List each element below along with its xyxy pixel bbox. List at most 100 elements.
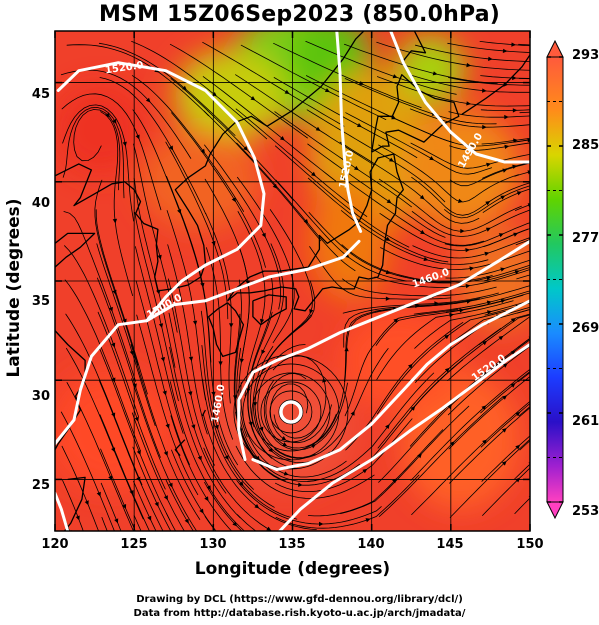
streamline-arrow — [112, 118, 117, 124]
streamline — [446, 292, 530, 313]
streamline — [409, 337, 530, 447]
streamline — [237, 211, 266, 397]
streamline-arrow — [129, 350, 134, 356]
streamline — [272, 355, 327, 439]
streamline — [206, 247, 233, 440]
streamline-arrow — [324, 88, 330, 93]
streamline — [240, 44, 387, 120]
streamline — [518, 372, 530, 382]
streamline — [345, 112, 492, 175]
streamline-arrow — [160, 357, 165, 362]
streamline-arrow — [358, 81, 364, 85]
streamline — [514, 497, 530, 514]
streamline — [519, 440, 530, 451]
streamline-arrow — [350, 410, 355, 416]
streamline — [265, 209, 313, 365]
streamline — [135, 280, 190, 466]
streamline-arrow — [482, 88, 487, 93]
streamline-arrow — [163, 451, 168, 457]
streamline-arrow — [500, 267, 506, 272]
streamline — [340, 175, 484, 246]
streamline-arrow — [191, 424, 196, 430]
streamline-arrow — [488, 56, 493, 61]
streamline-arrow — [444, 367, 450, 373]
streamline-arrow — [429, 156, 435, 161]
streamline — [169, 346, 241, 519]
streamline — [133, 480, 157, 531]
streamline-arrow — [218, 361, 223, 366]
streamline — [305, 41, 457, 95]
streamline-arrow — [259, 318, 265, 324]
streamline — [236, 480, 382, 525]
streamline — [170, 415, 233, 531]
lat-tick-label: 25 — [31, 478, 50, 493]
streamline-arrow — [503, 82, 509, 87]
streamline-arrow — [533, 110, 538, 114]
streamline-arrow — [232, 521, 238, 527]
streamline-arrow — [112, 289, 117, 295]
streamline-arrow — [420, 229, 426, 235]
streamline-arrow — [498, 233, 504, 238]
streamline — [60, 411, 115, 531]
streamline-arrow — [365, 518, 371, 523]
streamline-arrow — [206, 485, 211, 491]
streamline — [516, 309, 530, 314]
streamline — [170, 78, 294, 201]
streamline — [73, 109, 121, 191]
streamline — [274, 111, 412, 208]
streamline — [95, 209, 148, 395]
streamline — [131, 412, 185, 531]
streamline-arrow — [122, 141, 127, 147]
streamline-arrow — [481, 405, 487, 410]
coastline — [174, 439, 186, 457]
streamline — [306, 75, 454, 143]
lon-tick-label: 150 — [516, 537, 544, 552]
streamline — [61, 93, 162, 211]
colorbar-tick-label: 277 — [572, 231, 599, 246]
streamline — [449, 142, 530, 151]
streamline-arrow — [385, 236, 391, 241]
streamline — [481, 137, 530, 145]
streamline-arrow — [449, 313, 454, 318]
streamline — [132, 109, 203, 285]
streamline — [411, 176, 530, 216]
streamline-arrow — [231, 197, 236, 203]
streamline — [204, 481, 243, 531]
streamline-arrow — [481, 372, 487, 377]
streamline-arrow — [204, 496, 209, 502]
streamline-vortex — [260, 381, 322, 443]
streamline-arrow — [259, 426, 264, 432]
streamline — [306, 309, 392, 448]
height-contour-line — [389, 31, 530, 164]
streamline-arrow — [114, 518, 119, 524]
streamline — [97, 311, 166, 490]
streamline — [518, 406, 530, 417]
streamline — [482, 162, 530, 179]
height-contour-line — [237, 239, 530, 462]
streamline-arrow — [385, 296, 391, 301]
streamline — [482, 467, 530, 516]
streamline-arrow — [163, 495, 168, 501]
streamline-arrow — [466, 62, 472, 68]
streamline — [165, 479, 194, 531]
streamline-arrow — [510, 318, 516, 323]
streamline-arrow — [279, 136, 285, 141]
streamline — [100, 111, 133, 296]
height-contour-line — [251, 299, 530, 471]
streamline — [411, 209, 530, 237]
streamline-arrow — [485, 201, 491, 206]
streamline — [202, 379, 298, 520]
streamline — [409, 74, 530, 93]
streamline-arrow — [486, 162, 491, 167]
streamline-arrow — [298, 482, 303, 487]
streamline-arrow — [158, 323, 164, 329]
streamline-arrow — [510, 350, 516, 355]
streamline-arrow — [108, 306, 113, 312]
x-axis-label: Longitude (degrees) — [194, 559, 391, 579]
streamline — [479, 339, 530, 380]
streamline — [201, 345, 275, 508]
streamline — [415, 44, 530, 63]
streamline — [448, 111, 530, 118]
streamline — [446, 306, 530, 347]
streamline — [377, 76, 530, 107]
